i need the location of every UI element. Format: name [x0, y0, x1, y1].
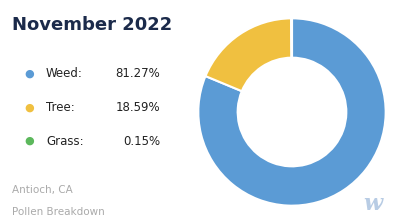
Text: Tree:: Tree: [46, 101, 75, 114]
Text: November 2022: November 2022 [12, 16, 172, 34]
Text: 81.27%: 81.27% [115, 67, 160, 80]
Wedge shape [291, 18, 292, 58]
Text: ●: ● [24, 103, 34, 112]
Text: w: w [363, 193, 382, 215]
Text: ●: ● [24, 69, 34, 79]
Text: Pollen Breakdown: Pollen Breakdown [12, 207, 105, 217]
Wedge shape [198, 18, 386, 206]
Text: 18.59%: 18.59% [115, 101, 160, 114]
Text: Weed:: Weed: [46, 67, 83, 80]
Wedge shape [206, 18, 292, 91]
Text: ●: ● [24, 136, 34, 146]
Text: 0.15%: 0.15% [123, 135, 160, 148]
Text: Grass:: Grass: [46, 135, 84, 148]
Text: Antioch, CA: Antioch, CA [12, 185, 73, 195]
